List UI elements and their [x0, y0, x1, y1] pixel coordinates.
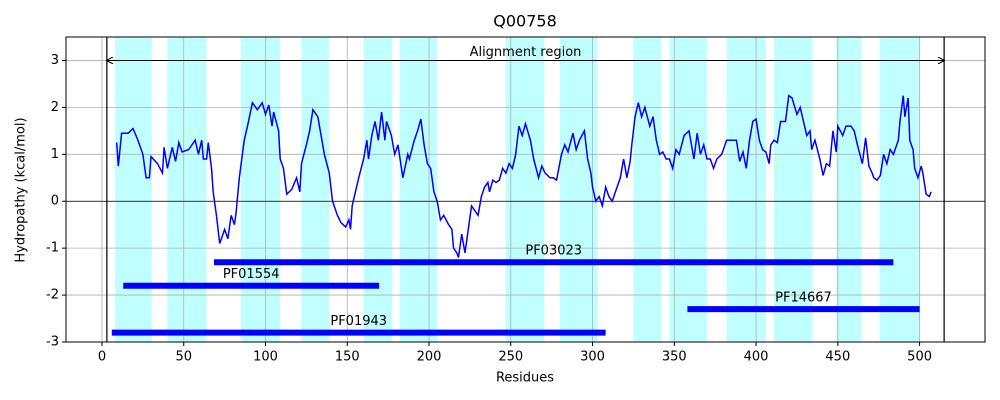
y-tick-label: -2 — [46, 288, 59, 303]
x-tick-label: 450 — [825, 350, 850, 365]
hydropathy-line — [115, 94, 932, 258]
y-tick-label: 1 — [51, 147, 59, 162]
span — [633, 37, 662, 342]
y-axis-label: Hydropathy (kcal/mol) — [14, 117, 29, 262]
x-tick-label: 500 — [907, 350, 932, 365]
span — [167, 37, 207, 342]
span — [240, 37, 281, 342]
alignment-label: Alignment region — [470, 45, 582, 60]
y-tick-label: 2 — [51, 100, 59, 115]
domain-label: PF01554 — [223, 267, 280, 282]
span — [774, 37, 813, 342]
y-tick-label: -3 — [46, 335, 59, 350]
plot-frame — [65, 36, 986, 343]
y-tick-label: 3 — [51, 53, 59, 68]
domain-label: PF14667 — [775, 291, 832, 306]
x-tick-label: 400 — [744, 350, 769, 365]
x-axis-label: Residues — [496, 371, 554, 386]
x-tick-label: 150 — [335, 350, 360, 365]
axes: 0 50 100 150 200 250 300 350 400 450 500 -3 -2 -1 0 1 2 3 — [46, 53, 932, 365]
x-tick-label: 100 — [253, 350, 278, 365]
span — [836, 37, 862, 342]
y-tick-label: -1 — [46, 241, 59, 256]
span — [879, 37, 920, 342]
span — [726, 37, 766, 342]
span — [301, 37, 330, 342]
x-tick-label: 200 — [417, 350, 442, 365]
span — [115, 37, 152, 342]
domain-label: PF03023 — [525, 244, 582, 259]
x-tick-label: 50 — [175, 350, 192, 365]
span — [399, 37, 438, 342]
x-tick-label: 0 — [98, 350, 106, 365]
domain-label: PF01943 — [330, 314, 387, 329]
span — [505, 37, 545, 342]
x-tick-label: 250 — [498, 350, 523, 365]
y-tick-label: 0 — [51, 194, 59, 209]
span — [363, 37, 393, 342]
x-tick-label: 300 — [580, 350, 605, 365]
span — [559, 37, 598, 342]
plot-area: Alignment region PF03023 PF01554 PF14667 PF0… — [66, 37, 985, 342]
span — [669, 37, 708, 342]
chart-title: Q00758 — [493, 12, 557, 31]
x-tick-label: 350 — [662, 350, 687, 365]
